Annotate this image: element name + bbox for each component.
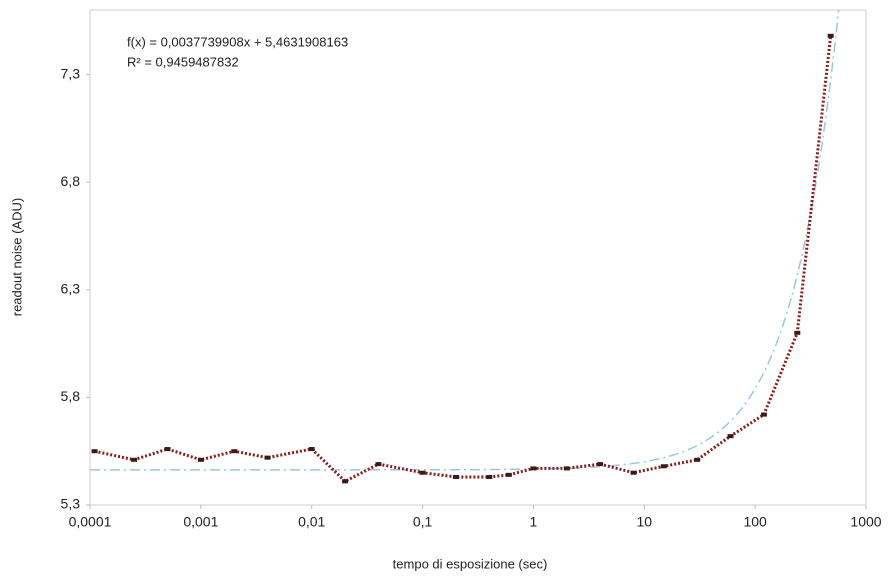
data-line	[94, 35, 833, 484]
plot-area	[89, 9, 867, 506]
point	[375, 462, 382, 467]
point	[727, 434, 734, 439]
y-tick-label: 5,8	[61, 388, 81, 404]
trendline	[90, 10, 840, 471]
x-tick-label: 0,001	[183, 514, 218, 530]
point	[486, 475, 493, 480]
point	[760, 412, 767, 417]
x-tick-label: 1	[530, 514, 538, 530]
x-tick-label: 1000	[850, 514, 881, 530]
y-tick-label: 6,3	[61, 280, 81, 296]
point	[597, 462, 604, 467]
point	[264, 455, 271, 460]
point	[694, 457, 701, 462]
x-axis-label: tempo di esposizione (sec)	[393, 556, 548, 571]
point	[827, 33, 834, 38]
point	[342, 479, 349, 484]
y-tick-label: 6,8	[61, 173, 81, 189]
y-tick-label: 7,3	[61, 65, 81, 81]
x-tick-label: 100	[743, 514, 767, 530]
x-tick-label: 0,01	[298, 514, 325, 530]
point	[131, 457, 138, 462]
point	[794, 330, 801, 335]
x-tick-label: 0,1	[413, 514, 433, 530]
point	[197, 457, 204, 462]
plot	[90, 10, 840, 484]
x-tick-label: 10	[636, 514, 652, 530]
point	[563, 466, 570, 471]
r-squared: R² = 0,9459487832	[127, 54, 239, 69]
point	[231, 449, 238, 454]
point	[660, 464, 667, 469]
point	[452, 475, 459, 480]
y-axis-label: readout noise (ADU)	[9, 198, 24, 317]
point	[530, 466, 537, 471]
x-tick-label: 0,0001	[69, 514, 112, 530]
point	[630, 470, 637, 475]
y-tick-label: 5,3	[61, 496, 81, 512]
point	[419, 470, 426, 475]
point	[164, 447, 171, 452]
point	[308, 447, 315, 452]
point	[91, 449, 98, 454]
equation: f(x) = 0,0037739908x + 5,4631908163	[127, 34, 348, 49]
point	[505, 472, 512, 477]
